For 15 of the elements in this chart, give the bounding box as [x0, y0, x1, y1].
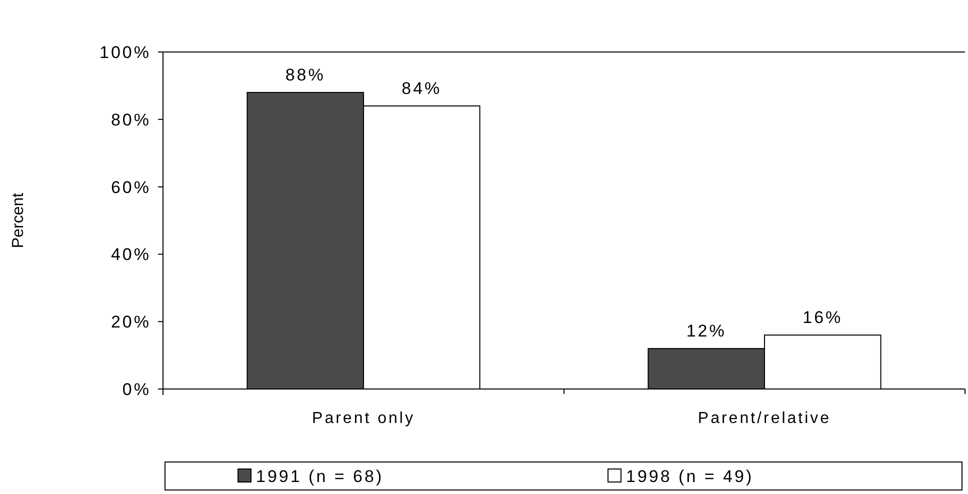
text: 12% [686, 322, 726, 341]
y-tick-label: 40% [110, 245, 151, 264]
text: 16% [802, 308, 843, 328]
y-tick-label: 100% [100, 42, 151, 62]
text: 88% [285, 65, 326, 84]
y-tick-label: 80% [110, 110, 151, 130]
y-tick-label: 60% [110, 178, 151, 197]
x-tick-label: Parent/relative [698, 410, 832, 427]
legend-label: 1991 (n = 68) [256, 466, 384, 486]
y-tick-label: 0% [122, 380, 151, 399]
text: 84% [402, 78, 442, 98]
y-tick-label: 20% [110, 312, 151, 332]
legend-label: 1998 (n = 49) [626, 466, 754, 486]
y-axis-title: Percent [10, 192, 27, 248]
x-tick-label: Parent only [312, 410, 415, 427]
